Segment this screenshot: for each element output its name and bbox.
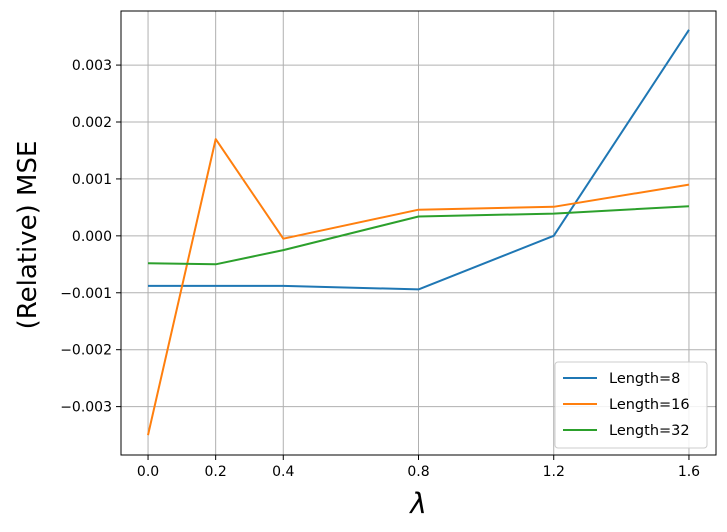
x-tick-label: 0.2	[205, 464, 227, 480]
x-tick-label: 0.0	[137, 464, 159, 480]
y-tick-label: 0.000	[72, 229, 112, 245]
legend-label: Length=16	[609, 397, 690, 413]
series-lines	[147, 29, 690, 436]
x-axis-title: λ	[408, 487, 427, 520]
series-line	[147, 205, 690, 266]
y-tick-label: 0.001	[72, 172, 112, 188]
y-tick-label: −0.003	[60, 400, 112, 416]
legend-label: Length=8	[609, 371, 680, 387]
y-tick-label: 0.002	[72, 115, 112, 131]
series-line	[148, 29, 690, 291]
y-axis-title: (Relative) MSE	[13, 141, 43, 330]
x-tick-label: 1.2	[543, 464, 565, 480]
x-tick-label: 0.4	[272, 464, 294, 480]
legend-box	[554, 361, 708, 449]
y-tick-label: −0.002	[60, 343, 112, 359]
series-line	[147, 138, 690, 436]
y-tick-label: −0.001	[60, 286, 112, 302]
grid	[121, 11, 716, 455]
axis-ticks: 0.0 0.2 0.4 0.8 1.2 1.6 −0.003 −0.002 −0.001 0.00…	[60, 58, 700, 480]
legend-label: Length=32	[609, 423, 690, 439]
x-tick-label: 0.8	[407, 464, 429, 480]
x-tick-label: 1.6	[678, 464, 700, 480]
legend: Length=8 Length=16 Length=32	[554, 361, 708, 449]
y-tick-label: 0.003	[72, 58, 112, 74]
